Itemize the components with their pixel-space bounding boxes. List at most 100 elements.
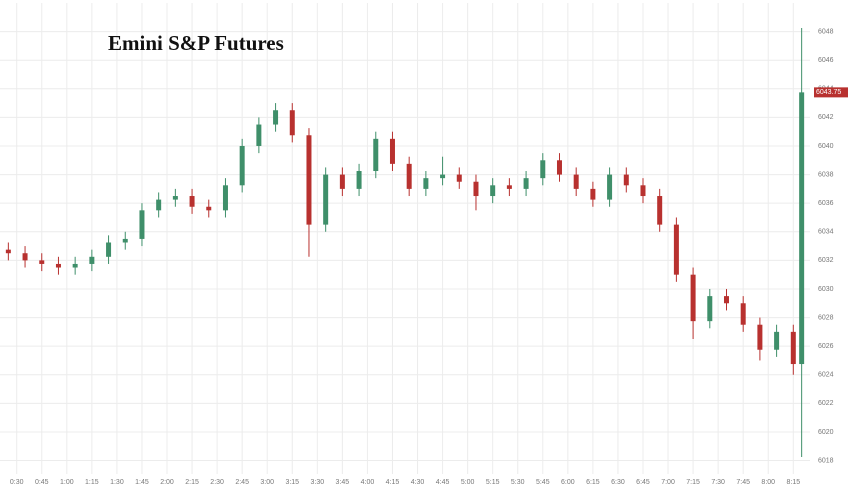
x-tick-label: 5:15 [486,479,500,486]
candle-body [523,178,529,189]
candle-body [790,331,796,365]
x-tick-label: 1:45 [135,479,149,486]
candle-body [5,249,11,254]
last-price-label: 6043.75 [816,89,841,96]
candle-body [757,324,763,350]
x-tick-label: 2:30 [210,479,224,486]
x-tick-label: 5:00 [461,479,475,486]
x-tick-label: 6:00 [561,479,575,486]
candle-body [39,260,45,264]
y-tick-label: 6034 [818,229,834,236]
y-tick-label: 6048 [818,28,834,35]
x-tick-label: 1:30 [110,479,124,486]
x-tick-label: 3:30 [311,479,325,486]
candle-body [373,138,379,172]
y-tick-label: 6038 [818,171,834,178]
y-tick-label: 6018 [818,457,834,464]
candle-body [406,163,412,189]
candle-body [556,160,562,175]
chart-title: Emini S&P Futures [108,31,284,55]
x-tick-label: 1:15 [85,479,99,486]
y-tick-label: 6046 [818,57,834,64]
candle-body [740,303,746,325]
candle-body [339,174,345,189]
candle-body [774,331,780,350]
candle-body [456,174,462,182]
candle-body [723,296,729,304]
candle-body [273,110,279,125]
x-tick-label: 2:45 [235,479,249,486]
x-tick-label: 8:00 [761,479,775,486]
x-tick-label: 0:30 [10,479,24,486]
grid [0,3,810,474]
x-tick-label: 6:30 [611,479,625,486]
x-tick-label: 7:45 [736,479,750,486]
candle-body [72,263,78,268]
candle-body [573,174,579,189]
candle-body [590,188,596,200]
y-tick-label: 6032 [818,257,834,264]
y-tick-label: 6042 [818,114,834,121]
x-tick-label: 3:15 [285,479,299,486]
candle-body [256,124,262,146]
x-tick-label: 5:30 [511,479,525,486]
candles [5,28,805,457]
candle-body [22,253,28,261]
candle-body [106,242,112,257]
candle-body [799,92,805,365]
y-tick-label: 6028 [818,314,834,321]
y-tick-label: 6040 [818,143,834,150]
candle-body [540,160,546,179]
x-tick-label: 5:45 [536,479,550,486]
last-price-box [814,87,848,98]
y-tick-label: 6036 [818,200,834,207]
x-tick-label: 7:30 [711,479,725,486]
candle-body [423,178,429,189]
y-tick-label: 6020 [818,429,834,436]
x-tick-label: 8:15 [786,479,800,486]
x-tick-label: 2:00 [160,479,174,486]
candle-body [222,185,228,211]
x-tick-label: 4:30 [411,479,425,486]
candle-body [657,196,663,225]
x-tick-label: 1:00 [60,479,74,486]
candle-body [673,224,679,275]
candle-body [607,174,613,200]
x-tick-label: 6:45 [636,479,650,486]
candle-body [690,274,696,322]
x-tick-label: 3:00 [260,479,274,486]
y-tick-label: 6026 [818,343,834,350]
candle-body [206,206,212,211]
x-tick-label: 4:15 [386,479,400,486]
x-tick-label: 4:00 [361,479,375,486]
candle-body [156,199,162,211]
candle-body [189,196,195,207]
candle-body [473,181,479,197]
candle-body [640,185,646,197]
candle-body [172,196,178,200]
candle-body [239,145,245,186]
candle-body [306,135,312,225]
y-tick-label: 6030 [818,286,834,293]
candle-body [490,185,496,197]
x-tick-label: 4:45 [436,479,450,486]
candle-body [139,210,145,239]
x-tick-label: 2:15 [185,479,199,486]
x-tick-label: 3:45 [336,479,350,486]
candle-body [89,256,95,264]
y-tick-label: 6022 [818,400,834,407]
candle-body [506,185,512,189]
x-tick-label: 6:15 [586,479,600,486]
x-tick-label: 7:00 [661,479,675,486]
candle-body [389,138,395,164]
candle-body [323,174,329,225]
candle-body [707,296,713,322]
x-tick-label: 0:45 [35,479,49,486]
candle-body [356,171,362,189]
candle-body [623,174,629,186]
candle-body [122,238,128,243]
candle-body [55,263,61,268]
x-tick-label: 7:15 [686,479,700,486]
